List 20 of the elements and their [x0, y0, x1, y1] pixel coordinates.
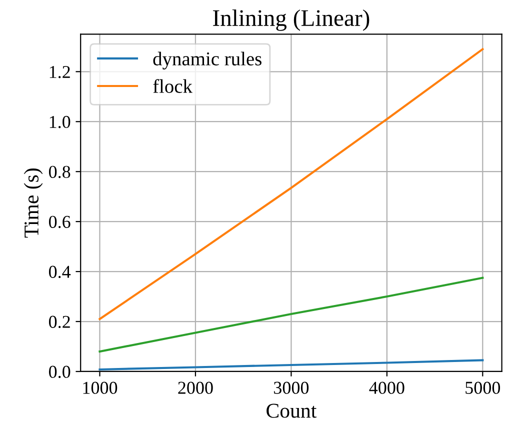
- y-tick-label: 0.4: [48, 266, 71, 278]
- legend-label: flock: [153, 79, 192, 93]
- x-tick-label: 4000: [369, 382, 404, 394]
- chart-title: Inlining (Linear): [213, 9, 370, 31]
- y-tick-label: 1.0: [50, 116, 70, 128]
- x-tick-label: 2000: [178, 382, 213, 394]
- x-tick-label: 3000: [274, 382, 309, 394]
- x-tick-label: 5000: [466, 382, 500, 394]
- line-series: [98, 48, 484, 320]
- legend-label: dynamic rules: [153, 52, 262, 70]
- x-axis-title: Count: [266, 404, 317, 418]
- y-axis-title: Time (s): [24, 168, 43, 238]
- line-series: [98, 359, 484, 371]
- y-tick-label: 0.2: [48, 316, 70, 328]
- y-tick-label: 0.0: [48, 366, 70, 378]
- y-tick-label: 0.6: [48, 216, 70, 228]
- line-series: [98, 276, 484, 353]
- y-tick-label: 1.2: [50, 66, 70, 78]
- y-tick-label: 0.8: [48, 166, 70, 178]
- x-tick-label: 1000: [83, 382, 118, 394]
